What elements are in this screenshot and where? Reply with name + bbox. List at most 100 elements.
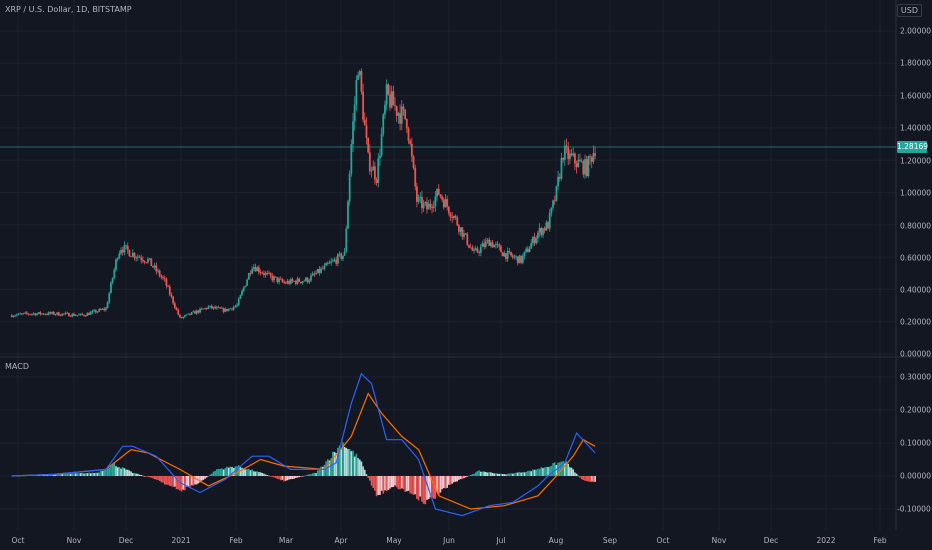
candle-body [447,206,450,214]
macd-histogram-bar [73,473,75,476]
candle-body [500,246,502,253]
macd-histogram-bar [431,476,433,498]
candle-body [121,249,124,253]
candle-body [368,152,371,172]
x-tick-label: Jun [443,536,455,545]
macd-histogram-bar [152,476,154,479]
candle-body [331,260,334,262]
candle-body [59,315,62,317]
candle-body [136,256,139,258]
candle-body [184,315,186,317]
macd-histogram-bar [572,469,575,476]
candle-body [568,153,571,160]
y-tick-label: 0.80000 [900,221,932,231]
macd-histogram-bar [575,473,578,476]
candle-body [286,281,289,284]
macd-histogram-bar [195,476,198,485]
candle-body [357,75,359,80]
candle-body [257,267,260,273]
candle-body [25,312,28,314]
macd-histogram-bar [453,476,455,483]
macd-histogram-bar [189,476,191,488]
macd-histogram-bar [392,476,395,488]
candle-body [103,308,106,310]
macd-histogram-bar [209,474,211,476]
candle-body [463,233,465,237]
candle-body [288,281,291,284]
macd-histogram-bar [155,476,158,480]
macd-histogram-bar [283,476,285,482]
candle-body [180,317,183,319]
candle-body [94,310,97,313]
macd-histogram-bar [271,476,274,477]
x-tick-label: May [386,536,402,545]
candle-body [135,257,138,259]
candle-body [22,313,25,314]
macd-histogram-bar [184,476,186,491]
macd-histogram-bar [89,473,92,476]
macd-histogram-bar [286,476,289,481]
candle-body [543,228,546,231]
candle-body [140,257,143,260]
candle-body [44,314,47,316]
macd-histogram-bar [147,476,149,477]
candle-body [449,213,452,218]
macd-histogram-bar [160,476,163,483]
candle-body [86,313,89,316]
macd-histogram-bar [249,470,252,476]
candle-body [52,312,55,315]
candle-body [96,311,99,313]
candle-body [382,114,385,134]
macd-histogram-bar [64,473,67,476]
macd-histogram-bar [369,476,371,481]
candle-body [584,159,586,175]
candle-body [555,185,558,201]
candle-body [41,313,43,315]
candle-body [426,202,428,210]
macd-histogram-bar [535,469,538,476]
candle-body [318,268,321,273]
macd-histogram-bar [505,474,507,476]
candle-body [31,313,33,315]
macd-histogram-bar [439,476,442,493]
macd-histogram-bar [229,466,232,476]
candle-body [111,277,114,283]
candle-body [353,104,356,122]
macd-histogram-bar [101,470,104,476]
candle-body [83,315,85,316]
candle-body [274,276,277,278]
macd-y-tick-label: 0.00000 [900,471,932,481]
macd-histogram-bar [54,474,57,476]
candle-body [412,156,415,168]
macd-histogram-bar [246,469,248,476]
macd-histogram-bar [474,472,477,476]
candle-body [506,251,509,259]
macd-histogram-bar [558,462,561,476]
macd-histogram-bar [490,472,492,476]
candle-body [478,252,480,253]
candle-body [108,293,111,303]
candle-body [516,256,519,264]
candle-body [508,251,511,252]
currency-badge[interactable]: USD [896,4,922,17]
macd-histogram-bar [570,467,573,476]
macd-histogram-bar [236,466,238,476]
macd-histogram-bar [145,476,148,477]
candle-body [215,307,218,309]
macd-histogram-bar [293,476,295,479]
candle-body [133,252,136,258]
candle-body [234,306,237,308]
macd-histogram-bar [414,476,417,495]
macd-histogram-bar [174,476,176,487]
candle-body [313,273,316,275]
macd-histogram-bar [185,476,188,487]
macd-histogram-bar [306,474,309,476]
candle-body [436,188,438,197]
macd-histogram-bar [574,472,576,476]
candle-body [199,308,201,313]
macd-histogram-bar [580,476,583,480]
macd-histogram-bar [58,474,60,476]
macd-histogram-bar [557,462,559,476]
macd-histogram-bar [426,476,428,500]
